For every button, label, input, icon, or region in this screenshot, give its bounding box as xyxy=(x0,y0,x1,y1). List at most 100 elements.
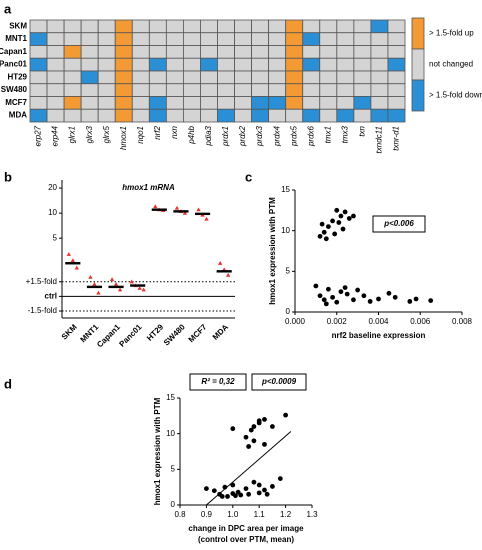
legend-swatch xyxy=(411,17,425,50)
data-point xyxy=(153,204,158,209)
data-point xyxy=(342,285,348,290)
heat-cell xyxy=(319,83,338,97)
heat-cell xyxy=(46,70,65,85)
heat-cell xyxy=(353,57,372,72)
heat-cell xyxy=(200,83,218,97)
data-point xyxy=(326,286,331,292)
heat-cell xyxy=(353,96,372,110)
data-point xyxy=(344,291,350,297)
data-point xyxy=(117,287,123,292)
data-point xyxy=(313,283,319,289)
heat-cell xyxy=(200,70,218,85)
legend-label: > 1.5-fold down xyxy=(429,91,482,100)
heat-cell xyxy=(148,57,167,72)
heat-cell xyxy=(46,83,65,97)
data-point xyxy=(270,484,275,489)
data-point xyxy=(109,277,115,281)
heat-cell xyxy=(80,70,99,85)
row-label: Panc01 xyxy=(0,60,28,69)
data-point xyxy=(334,207,340,213)
data-point xyxy=(277,476,283,482)
column-label: prdx6 xyxy=(306,125,315,147)
data-point xyxy=(233,493,238,499)
column-label: txndc11 xyxy=(375,126,384,153)
x-axis-label: (control over PTM, mean) xyxy=(198,535,294,544)
heat-cell xyxy=(302,32,321,46)
mean-bar xyxy=(86,285,103,289)
heat-cell xyxy=(29,32,48,46)
heat-cell xyxy=(148,70,167,85)
y-axis-label: hmox1 expression with PTM xyxy=(268,197,277,305)
heat-cell xyxy=(268,96,287,110)
data-point xyxy=(238,492,244,498)
column-label: hmox1 xyxy=(119,126,128,150)
heat-cell xyxy=(97,32,116,46)
heat-cell xyxy=(302,45,321,59)
panel-label: b xyxy=(4,169,12,184)
y-tick-label: 10 xyxy=(48,208,57,217)
row-label: MCF7 xyxy=(5,98,27,107)
column-label: erp44 xyxy=(51,125,60,146)
heat-cell xyxy=(63,96,82,110)
heat-cell xyxy=(370,83,389,97)
heat-cell xyxy=(97,83,116,97)
heat-cell xyxy=(29,83,48,97)
data-point xyxy=(262,441,267,447)
x-tick-label: 0.9 xyxy=(201,510,213,519)
heat-cell xyxy=(387,19,406,34)
heat-cell xyxy=(46,108,65,123)
heat-cell xyxy=(387,70,406,85)
heat-cell xyxy=(353,32,372,46)
y-tick-label: 5 xyxy=(53,233,58,242)
data-point xyxy=(88,274,93,279)
data-point xyxy=(330,218,335,224)
heat-cell xyxy=(131,19,150,34)
heat-cell xyxy=(80,108,99,123)
y-tick-label: 0 xyxy=(286,307,291,316)
heat-cell xyxy=(353,70,372,85)
heat-cell xyxy=(114,32,133,46)
x-tick-label: MCF7 xyxy=(187,322,209,344)
heat-cell xyxy=(131,32,150,46)
heat-cell xyxy=(319,19,338,34)
heat-cell xyxy=(217,108,235,123)
y-tick-label: 5 xyxy=(171,464,176,473)
data-point xyxy=(376,296,381,302)
heat-cell xyxy=(165,19,184,34)
heat-cell xyxy=(336,57,355,72)
heat-cell xyxy=(200,57,218,72)
row-label: MDA xyxy=(9,111,27,120)
heat-cell xyxy=(114,108,133,123)
data-point xyxy=(326,224,331,230)
data-point xyxy=(243,486,249,491)
heat-cell xyxy=(336,108,355,123)
heat-cell xyxy=(131,45,150,59)
heat-cell xyxy=(114,45,133,59)
data-point xyxy=(321,229,327,235)
heat-cell xyxy=(336,19,355,34)
data-point xyxy=(70,258,76,263)
heat-cell xyxy=(234,57,252,72)
heat-cell xyxy=(97,70,116,85)
heat-cell xyxy=(251,45,270,59)
column-label: pdia3 xyxy=(204,125,213,146)
heat-cell xyxy=(302,70,321,85)
heat-cell xyxy=(46,57,65,72)
heat-cell xyxy=(217,57,235,72)
mean-bar xyxy=(151,208,167,211)
data-point xyxy=(351,213,356,219)
row-label: SW480 xyxy=(1,85,28,94)
data-point xyxy=(270,424,275,429)
column-label: txnr-d1 xyxy=(392,126,401,151)
column-label: prdx3 xyxy=(255,125,264,147)
column-label: prdx5 xyxy=(289,125,298,147)
row-label: MNT1 xyxy=(5,34,27,43)
heat-cell xyxy=(165,108,184,123)
heat-cell xyxy=(131,96,150,110)
heat-cell xyxy=(165,70,184,85)
heat-cell xyxy=(97,57,116,72)
legend-swatch xyxy=(411,48,425,81)
heat-cell xyxy=(319,96,338,110)
y-tick-label: 15 xyxy=(281,185,290,194)
x-tick-label: 0.002 xyxy=(327,317,348,326)
